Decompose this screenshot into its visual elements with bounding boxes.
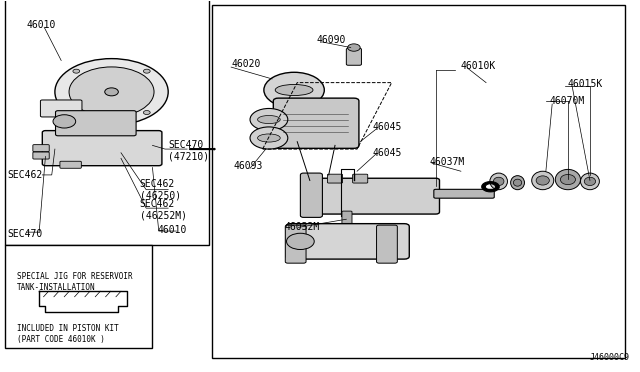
FancyBboxPatch shape [60,161,81,168]
FancyBboxPatch shape [328,174,342,183]
Ellipse shape [257,134,280,142]
FancyBboxPatch shape [342,211,352,227]
Ellipse shape [275,84,313,96]
Text: 46070M: 46070M [549,96,584,106]
Text: SEC462
(46250): SEC462 (46250) [140,179,181,201]
FancyBboxPatch shape [434,189,494,198]
FancyBboxPatch shape [353,174,368,183]
FancyBboxPatch shape [40,100,82,117]
Circle shape [143,69,150,73]
Bar [212,5,625,358]
Text: 46090: 46090 [316,35,346,45]
FancyBboxPatch shape [300,173,323,217]
Text: 46032M: 46032M [285,222,320,232]
FancyBboxPatch shape [306,178,440,214]
FancyBboxPatch shape [346,48,362,65]
Text: 46045: 46045 [372,148,402,158]
Text: SPECIAL JIG FOR RESERVOIR: SPECIAL JIG FOR RESERVOIR [17,272,132,281]
Text: TANK-INSTALLATION: TANK-INSTALLATION [17,283,96,292]
Text: 46010: 46010 [157,225,187,235]
FancyBboxPatch shape [42,131,162,166]
Text: (PART CODE 46010K ): (PART CODE 46010K ) [17,335,105,344]
Text: SEC462: SEC462 [8,170,43,180]
Ellipse shape [490,173,508,190]
Text: 46045: 46045 [372,122,402,132]
Circle shape [348,44,360,51]
Ellipse shape [556,169,580,190]
Circle shape [250,127,288,149]
Circle shape [264,72,324,108]
Text: SEC470
(47210): SEC470 (47210) [168,140,209,162]
Circle shape [287,233,314,250]
Ellipse shape [580,173,600,190]
Circle shape [143,110,150,115]
Text: 46010: 46010 [27,20,56,31]
Circle shape [105,88,118,96]
Circle shape [250,109,288,131]
Circle shape [53,115,76,128]
Circle shape [55,59,168,125]
Ellipse shape [536,176,549,185]
Ellipse shape [493,177,504,186]
Ellipse shape [561,174,575,185]
FancyBboxPatch shape [286,224,410,259]
Ellipse shape [513,179,522,186]
FancyBboxPatch shape [56,111,136,136]
Ellipse shape [511,176,524,190]
Ellipse shape [532,171,554,190]
FancyBboxPatch shape [33,152,49,159]
FancyBboxPatch shape [285,225,306,263]
Text: 46037M: 46037M [429,157,465,167]
Bar [4,245,152,349]
Circle shape [69,67,154,117]
Text: SEC462
(46252M): SEC462 (46252M) [140,199,187,221]
Bar [4,0,209,245]
FancyBboxPatch shape [376,225,397,263]
Text: 46010K: 46010K [461,61,496,71]
Ellipse shape [584,177,596,186]
Text: 46020: 46020 [231,59,260,69]
Text: J46000C9: J46000C9 [590,353,630,362]
Circle shape [73,69,80,73]
FancyBboxPatch shape [273,98,359,148]
Text: 46015K: 46015K [568,80,603,89]
Circle shape [73,110,80,115]
Text: INCLUDED IN PISTON KIT: INCLUDED IN PISTON KIT [17,324,119,333]
FancyBboxPatch shape [33,145,49,152]
Text: SEC470: SEC470 [8,229,43,239]
Ellipse shape [257,115,280,124]
Text: 46093: 46093 [233,161,262,171]
